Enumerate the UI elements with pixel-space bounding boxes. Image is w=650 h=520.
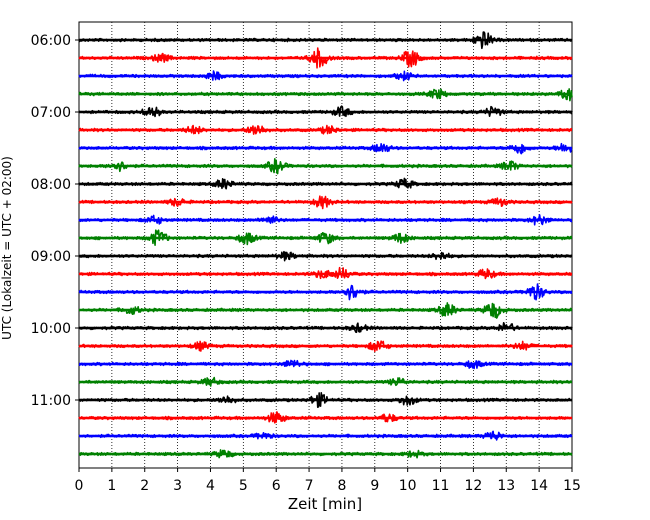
x-tick-label: 10 [399, 478, 417, 494]
x-tick-label: 1 [107, 478, 116, 494]
y-axis-ticks: 06:00 07:00 08:00 09:00 10:00 11:00 [31, 33, 79, 409]
x-tick-label: 8 [337, 478, 346, 494]
x-tick-label: 11 [432, 478, 450, 494]
x-tick-label: 6 [272, 478, 281, 494]
y-tick-label: 06:00 [31, 33, 71, 49]
y-tick-label: 07:00 [31, 105, 71, 121]
y-tick-label: 10:00 [31, 321, 71, 337]
x-tick-label: 2 [140, 478, 149, 494]
plot-area [78, 21, 573, 469]
x-tick-label: 7 [305, 478, 314, 494]
y-tick-label: 11:00 [31, 393, 71, 409]
y-tick-label: 08:00 [31, 177, 71, 193]
x-gridlines [111, 22, 540, 468]
x-tick-label: 15 [563, 478, 581, 494]
x-tick-label: 3 [173, 478, 182, 494]
x-tick-label: 4 [206, 478, 215, 494]
x-tick-label: 5 [239, 478, 248, 494]
plot-frame [78, 21, 573, 469]
y-axis-label: UTC (Lokalzeit = UTC + 02:00) [0, 156, 14, 340]
x-tick-label: 12 [464, 478, 482, 494]
x-tick-label: 9 [370, 478, 379, 494]
x-axis-label: Zeit [min] [288, 495, 362, 513]
x-tick-label: 0 [75, 478, 84, 494]
x-tick-label: 13 [497, 478, 515, 494]
x-tick-label: 14 [530, 478, 548, 494]
x-axis-ticks: 0 1 2 3 4 5 6 7 8 9 10 11 12 13 14 15 [75, 468, 581, 494]
y-tick-label: 09:00 [31, 249, 71, 265]
traces [78, 31, 573, 459]
